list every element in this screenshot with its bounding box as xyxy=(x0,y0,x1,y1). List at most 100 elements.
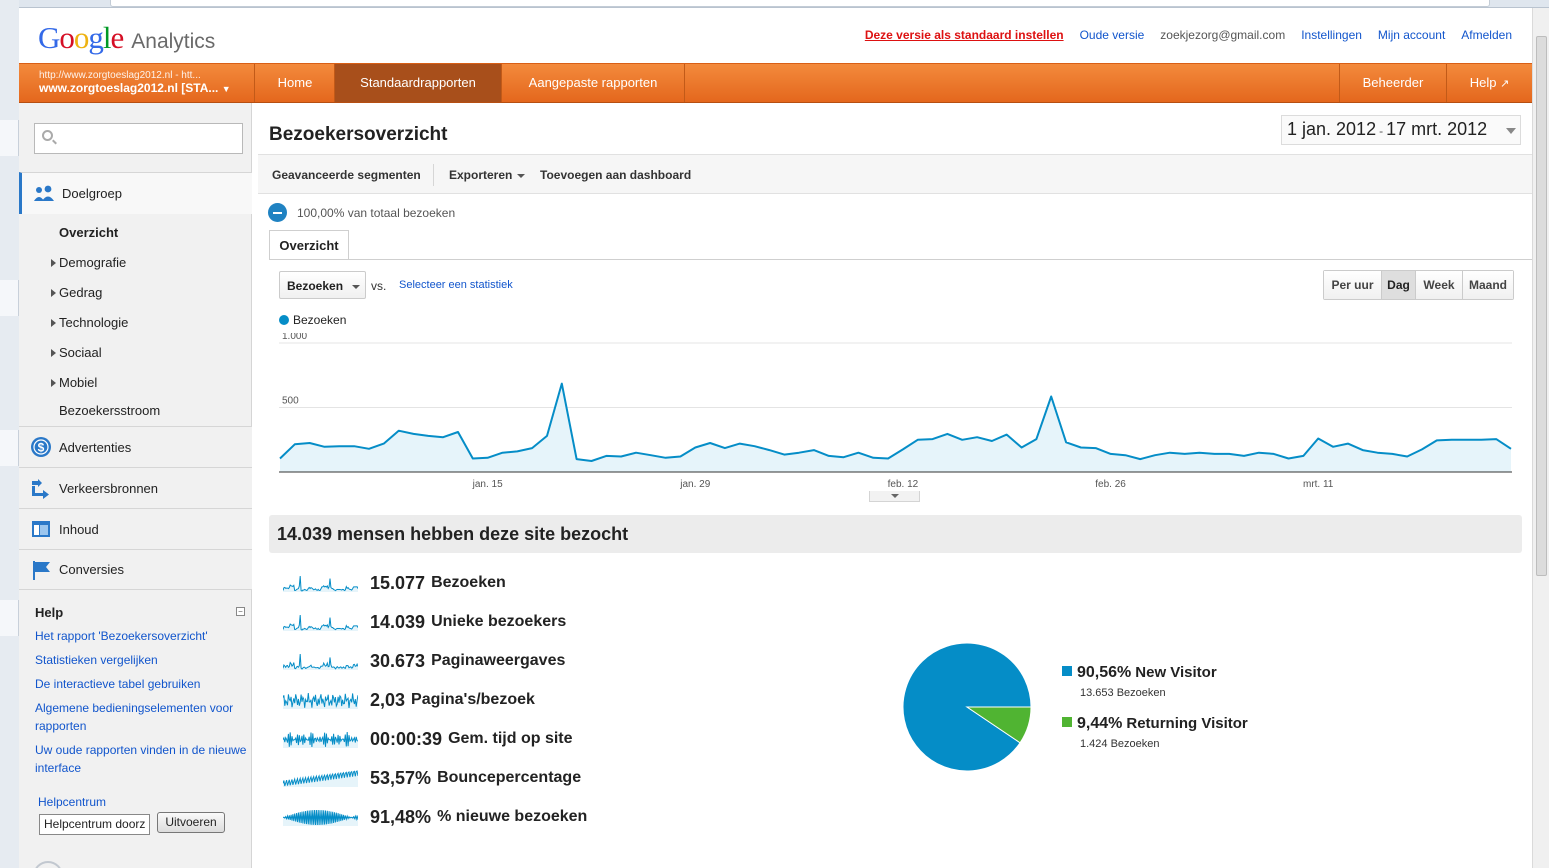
helpcenter-go-button[interactable]: Uitvoeren xyxy=(157,812,225,833)
scrollbar-thumb[interactable] xyxy=(1536,36,1547,576)
metric-sparkline xyxy=(283,692,358,709)
date-range-picker[interactable]: 1 jan. 2012-17 mrt. 2012 xyxy=(1281,115,1521,145)
sidebar-section-traffic-sources[interactable]: Verkeersbronnen xyxy=(19,467,252,508)
help-link[interactable]: Algemene bedieningselementen voor rappor… xyxy=(35,701,234,733)
sidebar-section-label: Doelgroep xyxy=(62,186,122,201)
metric-label: Unieke bezoekers xyxy=(431,613,567,630)
metric-label: Paginaweergaves xyxy=(431,652,566,669)
metric-row[interactable]: 91,48% % nieuwe bezoeken xyxy=(283,803,587,831)
sidebar-section-label: Verkeersbronnen xyxy=(59,480,159,496)
sidebar-item-technology[interactable]: Technologie xyxy=(51,315,128,330)
chart-resize-handle[interactable] xyxy=(869,491,920,502)
metric-row[interactable]: 30.673 Paginaweergaves xyxy=(283,647,565,675)
metric-sparkline xyxy=(283,809,358,826)
sidebar-section-content[interactable]: Inhoud xyxy=(19,508,252,549)
sidebar-section-conversions[interactable]: Conversies xyxy=(19,549,252,590)
set-default-link[interactable]: Deze versie als standaard instellen xyxy=(864,28,1064,42)
page-title: Bezoekersoverzicht xyxy=(269,124,448,145)
metric-value: 15.077 xyxy=(370,572,426,593)
sidebar: Doelgroep Overzicht Demografie Gedrag Te… xyxy=(19,103,252,868)
tab-overview[interactable]: Overzicht xyxy=(269,230,349,260)
expand-triangle-icon xyxy=(51,259,56,267)
metric-sparkline xyxy=(283,653,358,670)
sidebar-section-advertising[interactable]: $ Advertenties xyxy=(19,426,252,467)
sidebar-item-mobile[interactable]: Mobiel xyxy=(51,375,97,390)
select-statistic-link[interactable]: Selecteer een statistiek xyxy=(399,279,513,291)
nav-tab-custom-reports[interactable]: Aangepaste rapporten xyxy=(502,64,685,102)
series-area-fill xyxy=(280,383,1511,472)
granularity-hour-button[interactable]: Per uur xyxy=(1324,271,1382,299)
x-tick-label: jan. 15 xyxy=(472,479,503,490)
helpcenter-search-input[interactable]: Helpcentrum doorz xyxy=(39,814,150,835)
browser-address-bar[interactable] xyxy=(0,0,1549,8)
sidebar-item-behavior[interactable]: Gedrag xyxy=(51,285,102,300)
pie-slice-returning-visitor[interactable] xyxy=(965,706,1032,744)
pie-slice-count: 1.424 Bezoeken xyxy=(1080,738,1160,750)
pie-legend-item[interactable]: 9,44% Returning Visitor 1.424 Bezoeken xyxy=(1062,715,1248,750)
metric-label: Bezoeken xyxy=(431,574,506,591)
google-analytics-logo[interactable]: Google Analytics xyxy=(38,20,215,56)
pie-percentage: 90,56% xyxy=(1077,664,1132,681)
visits-line-chart[interactable]: 500 1.000 jan. 15 jan. 29 feb. 12 feb. 26 mrt.… xyxy=(279,333,1512,493)
date-end: 17 mrt. 2012 xyxy=(1386,119,1488,139)
help-link[interactable]: Uw oude rapporten vinden in de nieuwe in… xyxy=(35,743,247,775)
nav-admin[interactable]: Beheerder xyxy=(1339,64,1447,102)
main-nav-bar: http://www.zorgtoeslag2012.nl - htt... w… xyxy=(19,63,1532,103)
metric-row[interactable]: 15.077 Bezoeken xyxy=(283,569,506,597)
sidebar-item-visitors-flow[interactable]: Bezoekersstroom xyxy=(59,403,161,418)
metric-row[interactable]: 53,57% Bouncepercentage xyxy=(283,764,581,792)
report-search-input[interactable] xyxy=(34,123,243,154)
add-to-dashboard-button[interactable]: Toevoegen aan dashboard xyxy=(540,168,692,182)
x-tick-label: jan. 29 xyxy=(679,479,710,490)
series-line-bezoeken xyxy=(279,382,1512,462)
help-link[interactable]: Het rapport 'Bezoekersoverzicht' xyxy=(35,629,208,643)
nav-tab-standard-reports[interactable]: Standaardrapporten xyxy=(335,64,502,102)
visitor-type-pie-chart[interactable] xyxy=(900,640,1034,774)
metric-select[interactable]: Bezoeken xyxy=(279,271,366,299)
my-account-link[interactable]: Mijn account xyxy=(1377,28,1446,42)
pie-slice-name: New Visitor xyxy=(1135,664,1217,681)
sidebar-item-demographics[interactable]: Demografie xyxy=(51,255,126,270)
circle-icon xyxy=(33,861,63,868)
metric-label: Bouncepercentage xyxy=(437,769,582,786)
page-scrollbar[interactable] xyxy=(1532,8,1549,868)
help-link[interactable]: De interactieve tabel gebruiken xyxy=(35,677,201,691)
helpcenter-link[interactable]: Helpcentrum xyxy=(38,795,107,809)
metric-label: % nieuwe bezoeken xyxy=(437,808,588,825)
nav-tab-home[interactable]: Home xyxy=(256,64,335,102)
sidebar-section-label: Conversies xyxy=(59,562,125,577)
sidebar-item-overview[interactable]: Overzicht xyxy=(59,225,119,240)
sidebar-section-label: Inhoud xyxy=(59,521,99,537)
metric-row[interactable]: 2,03 Pagina's/bezoek xyxy=(283,686,535,714)
traffic-arrow-icon xyxy=(32,479,49,499)
old-version-link[interactable]: Oude versie xyxy=(1079,28,1145,42)
report-toolbar: Geavanceerde segmenten Exporteren Toevoe… xyxy=(258,154,1532,194)
sidebar-section-label: Advertenties xyxy=(59,439,132,455)
collapse-icon[interactable]: − xyxy=(236,607,245,616)
sidebar-item-social[interactable]: Sociaal xyxy=(51,345,102,360)
top-links: Deze versie als standaard instellen Oude… xyxy=(865,28,1512,42)
external-link-icon: ↗ xyxy=(1500,78,1510,90)
help-link[interactable]: Statistieken vergelijken xyxy=(35,653,158,667)
pie-slice-name: Returning Visitor xyxy=(1126,715,1248,732)
advanced-segments-button[interactable]: Geavanceerde segmenten xyxy=(272,168,421,182)
granularity-month-button[interactable]: Maand xyxy=(1463,271,1513,299)
granularity-day-button[interactable]: Dag xyxy=(1382,271,1416,299)
sidebar-section-audience[interactable]: Doelgroep xyxy=(19,172,252,214)
pie-legend-item[interactable]: 90,56% New Visitor 13.653 Bezoeken xyxy=(1062,664,1217,699)
metric-row[interactable]: 14.039 Unieke bezoekers xyxy=(283,608,566,636)
sign-out-link[interactable]: Afmelden xyxy=(1461,28,1512,42)
settings-link[interactable]: Instellingen xyxy=(1301,28,1362,42)
metric-sparkline xyxy=(283,614,358,631)
granularity-buttons: Per uur Dag Week Maand xyxy=(1323,270,1514,300)
search-icon xyxy=(42,130,53,141)
metric-row[interactable]: 00:00:39 Gem. tijd op site xyxy=(283,725,573,753)
content-page-icon xyxy=(32,521,50,537)
profile-url: http://www.zorgtoeslag2012.nl - htt... xyxy=(39,70,201,81)
nav-help[interactable]: Help ↗ xyxy=(1469,75,1510,90)
profile-selector[interactable]: http://www.zorgtoeslag2012.nl - htt... w… xyxy=(19,64,255,102)
pie-percentage: 9,44% xyxy=(1077,715,1123,732)
export-button[interactable]: Exporteren xyxy=(449,168,526,182)
segment-total-text: 100,00% van totaal bezoeken xyxy=(297,206,456,220)
granularity-week-button[interactable]: Week xyxy=(1416,271,1463,299)
